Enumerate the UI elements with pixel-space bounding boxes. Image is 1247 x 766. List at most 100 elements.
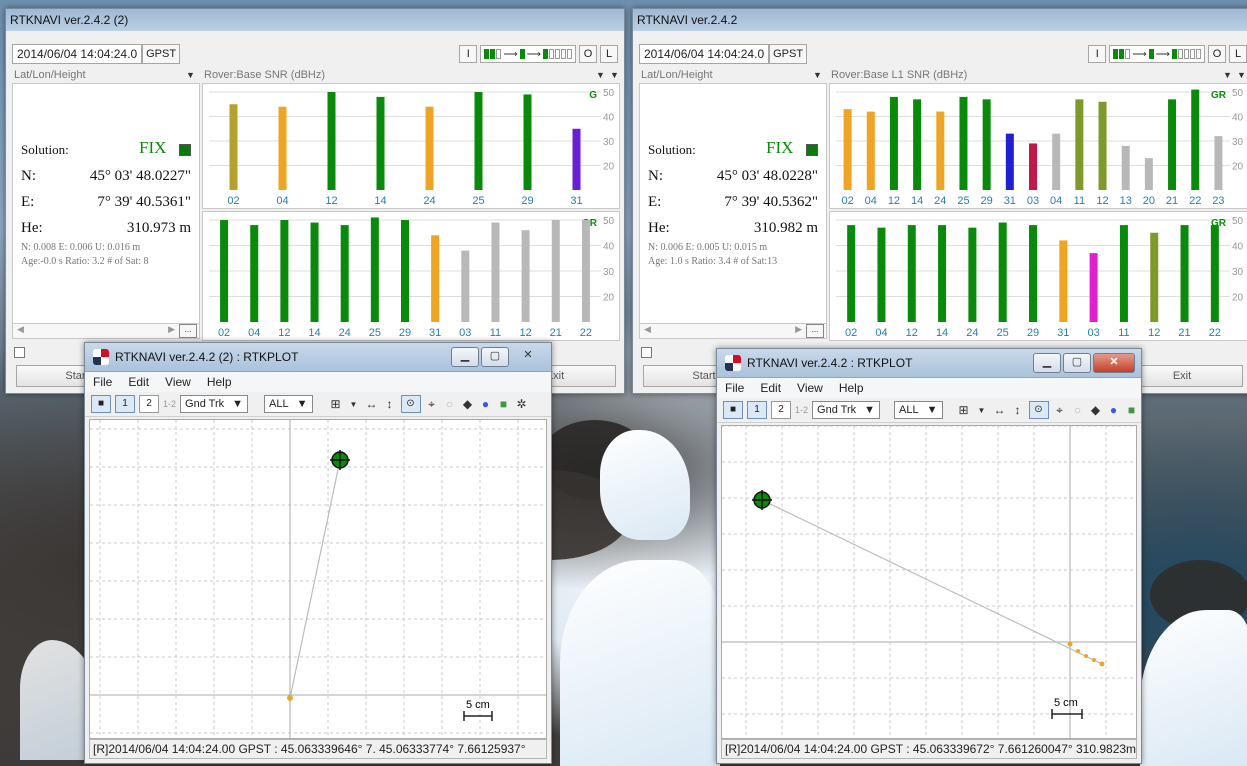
menu-help[interactable]: Help (838, 381, 864, 395)
point-icon[interactable]: ◆ (462, 397, 473, 411)
menu-edit[interactable]: Edit (128, 375, 150, 389)
scroll-left-icon[interactable]: ◀ (17, 324, 24, 334)
snr-bar (889, 96, 898, 190)
crosshair-icon[interactable]: ⌖ (1056, 402, 1063, 417)
solution2-button[interactable]: 2 (139, 395, 159, 413)
time-system-button[interactable]: GPST (142, 44, 181, 64)
minimize-button[interactable]: ▁ (1033, 353, 1061, 373)
snr-label[interactable]: Rover:Base SNR (dBHz) (204, 69, 326, 81)
time-system-button[interactable]: GPST (769, 44, 808, 64)
scroll-left-icon[interactable]: ◀ (644, 324, 651, 334)
chevron-down-icon: ▼ (926, 404, 938, 416)
center-cross-icon[interactable]: ⊞ (330, 397, 341, 411)
log-stream-button[interactable]: L (600, 45, 618, 63)
connect-icon[interactable]: ■ (723, 401, 743, 419)
menu-help[interactable]: Help (206, 375, 232, 389)
globe-icon[interactable]: ● (481, 397, 490, 411)
solution-scrollbar[interactable]: ◀ ▶ ... (639, 323, 827, 339)
snr-bar (310, 222, 319, 322)
point-icon[interactable]: ◆ (1090, 403, 1101, 417)
scroll-right-icon[interactable]: ▶ (168, 324, 175, 334)
y-tick-label: 20 (1232, 162, 1244, 173)
format-dropdown-icon[interactable]: ▼ (813, 70, 822, 80)
map-icon[interactable]: ■ (499, 397, 508, 411)
globe-icon[interactable]: ● (1109, 403, 1118, 417)
height-value: 310.973 m (126, 220, 191, 236)
close-button[interactable]: ✕ (1093, 353, 1135, 373)
snr-dropdown-icon-2[interactable]: ▼ (1237, 70, 1246, 80)
ground-track-plot[interactable]: 5 cm (721, 425, 1137, 739)
latitude-row: N: 45° 03' 48.0227" (21, 168, 191, 185)
ground-track-plot[interactable]: 5 cm (89, 419, 547, 739)
snr-label[interactable]: Rover:Base L1 SNR (dBHz) (831, 69, 968, 81)
snr-bar (1029, 143, 1037, 190)
maximize-button[interactable]: ▢ (1063, 353, 1091, 373)
menu-file[interactable]: File (93, 375, 113, 389)
circle-icon[interactable]: ○ (445, 397, 454, 411)
chevron-down-icon[interactable]: ▼ (349, 399, 358, 409)
sat-filter-value: ALL (899, 404, 919, 416)
solution-panel: Solution: FIX N: 45° 03' 48.0228" E: 7° 39… (639, 83, 827, 325)
fit-horizontal-icon[interactable]: ↔ (993, 403, 1006, 417)
panel-toggle-checkbox[interactable] (14, 347, 25, 358)
menu-file[interactable]: File (725, 381, 745, 395)
snr-bar (581, 220, 590, 322)
center-origin-icon[interactable]: ⊙ (1028, 401, 1049, 419)
plot-type-select[interactable]: Gnd Trk ▼ (812, 401, 881, 419)
menu-edit[interactable]: Edit (760, 381, 782, 395)
panel-toggle-checkbox[interactable] (641, 347, 652, 358)
exit-button[interactable]: Exit (1121, 365, 1243, 387)
solution12-button[interactable]: 1-2 (163, 399, 177, 409)
scroll-right-icon[interactable]: ▶ (795, 324, 802, 334)
window-title: RTKNAVI ver.2.4.2 (2) (10, 13, 129, 27)
snr-dropdown-icon-2[interactable]: ▼ (610, 70, 619, 80)
input-stream-button[interactable]: I (1088, 45, 1107, 63)
satellite-label: 23 (1212, 195, 1224, 207)
menu-view[interactable]: View (165, 375, 191, 389)
crosshair-icon[interactable]: ⌖ (428, 396, 435, 411)
sat-filter-select[interactable]: ALL ▼ (894, 401, 943, 419)
menu-view[interactable]: View (797, 381, 823, 395)
solution1-button[interactable]: 1 (747, 401, 767, 419)
snr-dropdown-icon[interactable]: ▼ (596, 70, 605, 80)
y-tick-label: 30 (1232, 267, 1244, 278)
output-stream-button[interactable]: O (1208, 45, 1226, 63)
rtkplot-app-icon (93, 348, 109, 365)
connect-icon[interactable]: ■ (91, 395, 111, 413)
solution2-button[interactable]: 2 (771, 401, 791, 419)
format-label[interactable]: Lat/Lon/Height (14, 69, 86, 81)
output-stream-button[interactable]: O (579, 45, 597, 63)
snr-dropdown-icon[interactable]: ▼ (1223, 70, 1232, 80)
center-cross-icon[interactable]: ⊞ (958, 403, 969, 417)
map-icon[interactable]: ■ (1127, 403, 1136, 417)
plot-type-select[interactable]: Gnd Trk ▼ (180, 395, 249, 413)
format-label[interactable]: Lat/Lon/Height (641, 69, 713, 81)
format-dropdown-icon[interactable]: ▼ (186, 70, 195, 80)
solution1-button[interactable]: 1 (115, 395, 135, 413)
more-button[interactable]: ... (806, 324, 824, 338)
snr-chart-svg: 20 30 40 50 G 02 04 12 14 24 25 29 31 (209, 88, 615, 207)
fit-vertical-icon[interactable]: ↕ (1014, 403, 1021, 417)
snr-bar (327, 92, 336, 190)
fit-horizontal-icon[interactable]: ↔ (365, 397, 378, 411)
latitude-label: N: (21, 168, 36, 184)
chevron-down-icon[interactable]: ▼ (977, 405, 986, 415)
satellite-label: 24 (339, 327, 351, 339)
solution12-button[interactable]: 1-2 (795, 405, 809, 415)
input-stream-button[interactable]: I (459, 45, 478, 63)
window-title: RTKNAVI ver.2.4.2 (2) : RTKPLOT (115, 350, 299, 364)
fit-vertical-icon[interactable]: ↕ (386, 397, 393, 411)
maximize-button[interactable]: ▢ (481, 347, 509, 367)
center-origin-icon[interactable]: ⊙ (400, 395, 421, 413)
track-point (1099, 661, 1105, 667)
minimize-button[interactable]: ▁ (451, 347, 479, 367)
circle-icon[interactable]: ○ (1073, 403, 1082, 417)
sat-filter-select[interactable]: ALL ▼ (264, 395, 313, 413)
log-stream-button[interactable]: L (1229, 45, 1247, 63)
more-button[interactable]: ... (179, 324, 197, 338)
gear-icon[interactable]: ✲ (516, 397, 527, 411)
solution-scrollbar[interactable]: ◀ ▶ ... (12, 323, 200, 339)
satellite-label: 29 (1027, 327, 1039, 339)
close-button[interactable]: ✕ (523, 349, 533, 361)
chevron-down-icon: ▼ (864, 404, 876, 416)
